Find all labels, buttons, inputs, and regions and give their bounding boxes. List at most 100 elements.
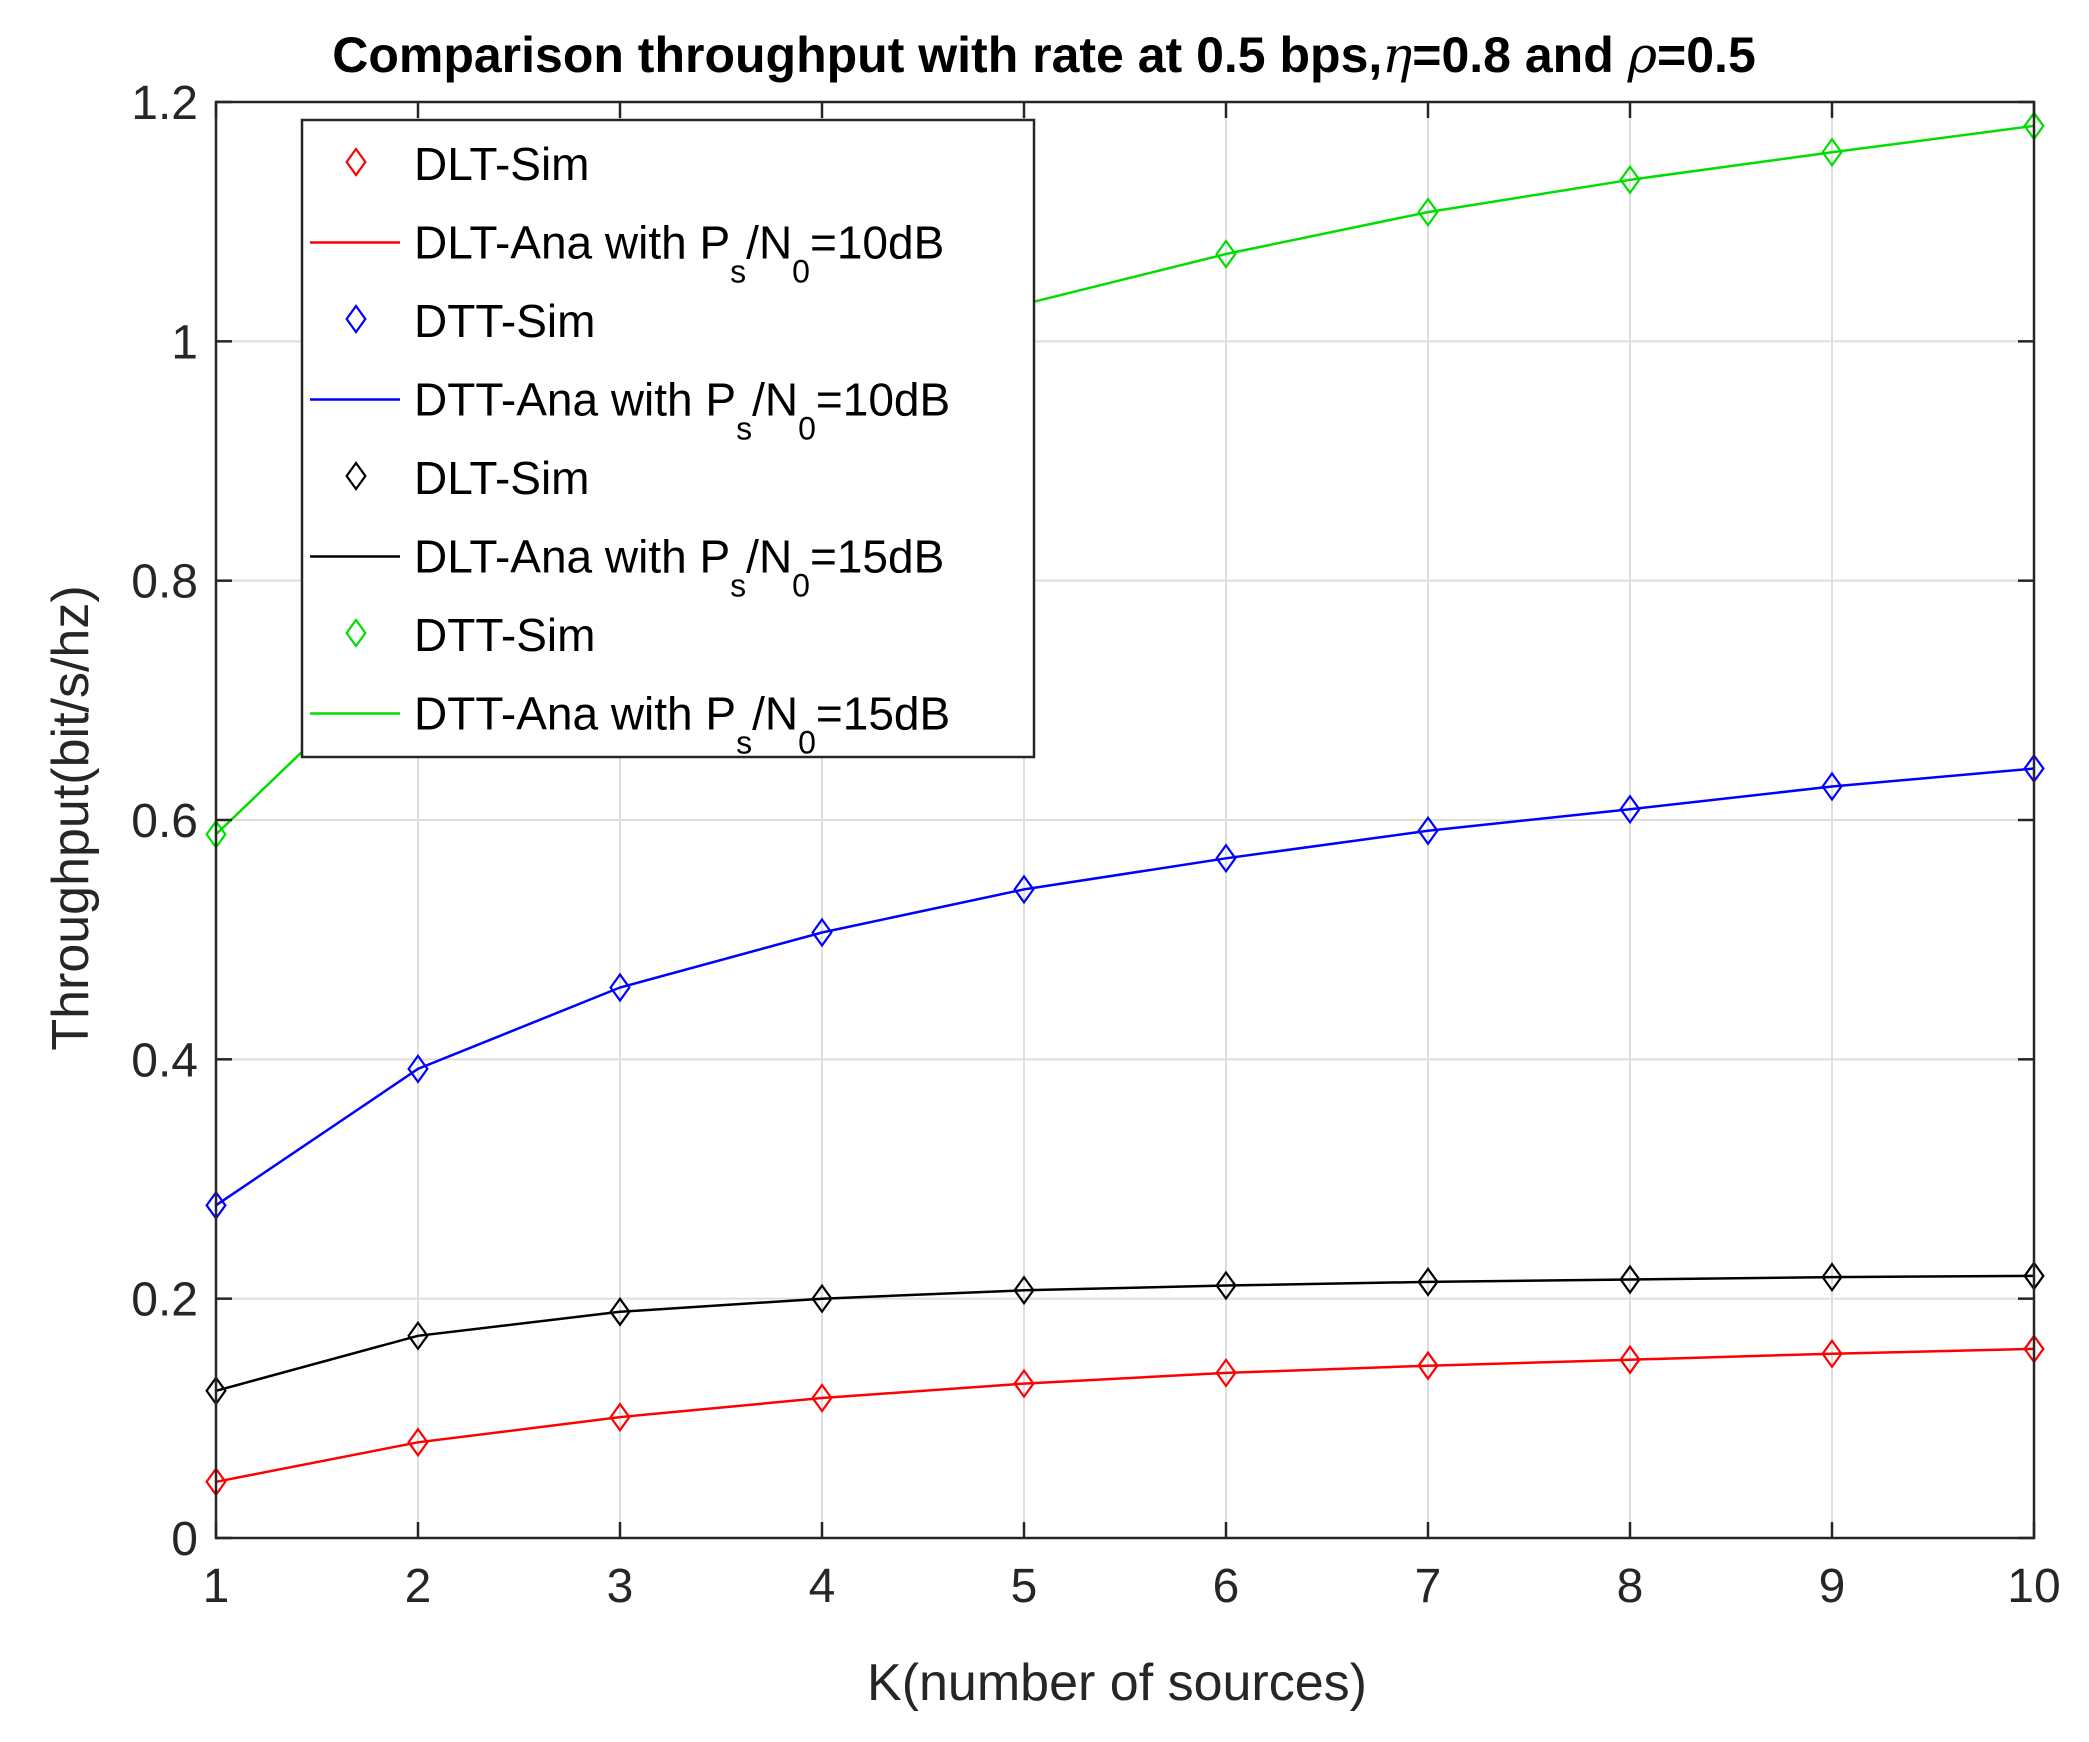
data-point-marker <box>1417 815 1439 846</box>
legend-label-part: =10dB <box>810 217 944 269</box>
data-point-marker <box>1215 843 1237 874</box>
legend-entry: DLT-Sim <box>345 138 590 190</box>
legend-label: DLT-Ana with Ps/N0=15dB <box>414 531 944 604</box>
legend-subscript: 0 <box>798 411 816 447</box>
legend-label: DTT-Ana with Ps/N0=15dB <box>414 688 950 761</box>
x-tick-label: 7 <box>1415 1560 1442 1613</box>
x-tick-label: 9 <box>1819 1560 1846 1613</box>
data-point-marker <box>609 1296 631 1327</box>
axis-ticks: 1 2 3 4 5 6 7 8 9 10 0 0.2 0.4 0.6 0.8 1 1.2 <box>131 77 2060 1613</box>
data-point-marker <box>1417 1350 1439 1381</box>
legend-label-part: DLT-Ana with P <box>414 217 730 269</box>
data-point-marker <box>1013 1368 1035 1399</box>
legend-entry: DLT-Ana with Ps/N0=10dB <box>310 217 944 290</box>
data-point-marker <box>811 917 833 948</box>
legend-label-part: =10dB <box>816 374 950 426</box>
legend-label: DTT-Ana with Ps/N0=10dB <box>414 374 950 447</box>
legend-marker <box>345 147 367 177</box>
legend-entry: DTT-Ana with Ps/N0=10dB <box>310 374 950 447</box>
x-tick-label: 8 <box>1617 1560 1644 1613</box>
legend-label-part: DTT-Ana with P <box>414 688 736 740</box>
plot-series <box>205 111 2045 1497</box>
legend-label: DLT-Sim <box>414 452 590 504</box>
series-dtt-10db <box>205 753 2045 1221</box>
y-tick-label: 0.2 <box>131 1274 198 1327</box>
legend-subscript: s <box>730 254 746 290</box>
data-point-marker <box>407 1427 429 1458</box>
legend-label-part: =15dB <box>810 531 944 583</box>
legend-label-part: /N <box>746 217 792 269</box>
legend-marker <box>345 461 367 491</box>
data-point-marker <box>1821 1262 1843 1293</box>
legend-label-part: DLT-Ana with P <box>414 531 730 583</box>
x-tick-label: 3 <box>607 1560 634 1613</box>
legend-label-part: /N <box>746 531 792 583</box>
chart-title: Comparison throughput with rate at 0.5 b… <box>332 26 1756 84</box>
data-point-marker <box>1619 164 1641 195</box>
series-dlt-10db <box>205 1334 2045 1497</box>
chart-title-eta-text: =0.8 and <box>1412 27 1627 83</box>
legend-marker <box>345 618 367 648</box>
data-point-marker <box>609 1402 631 1433</box>
x-tick-label: 10 <box>2007 1560 2060 1613</box>
chart-title-rho: ρ <box>1627 26 1658 84</box>
x-tick-label: 4 <box>809 1560 836 1613</box>
series-dlt-15db <box>205 1261 2045 1406</box>
y-tick-label: 1.2 <box>131 77 198 130</box>
y-tick-label: 1 <box>171 316 198 369</box>
legend-entry: DLT-Ana with Ps/N0=15dB <box>310 531 944 604</box>
data-point-marker <box>1821 1338 1843 1369</box>
series-line <box>215 767 2035 1207</box>
legend-subscript: 0 <box>798 725 816 761</box>
data-point-marker <box>1619 1344 1641 1375</box>
legend-label: DTT-Sim <box>414 295 595 347</box>
legend-entry: DTT-Sim <box>345 295 595 347</box>
data-point-marker <box>1821 771 1843 802</box>
data-point-marker <box>1215 1357 1237 1388</box>
legend-subscript: 0 <box>792 568 810 604</box>
data-point-marker <box>1417 1267 1439 1297</box>
legend-marker <box>345 304 367 334</box>
legend-label: DLT-Sim <box>414 138 590 190</box>
legend-entry: DTT-Sim <box>345 609 595 661</box>
legend-entry: DTT-Ana with Ps/N0=15dB <box>310 688 950 761</box>
legend-label-part: =15dB <box>816 688 950 740</box>
legend-label-part: DTT-Ana with P <box>414 374 736 426</box>
legend-box <box>300 118 1036 759</box>
data-point-marker <box>1215 1270 1237 1301</box>
data-point-marker <box>811 1283 833 1314</box>
legend-label-part: /N <box>752 374 798 426</box>
legend-label-part: /N <box>752 688 798 740</box>
legend-subscript: s <box>736 411 752 447</box>
y-axis-label: Throughput(bit/s/hz) <box>42 585 100 1050</box>
chart-title-prefix: Comparison throughput with rate at 0.5 b… <box>332 27 1382 83</box>
y-tick-label: 0.8 <box>131 556 198 609</box>
data-point-marker <box>1619 1264 1641 1295</box>
data-point-marker <box>1013 874 1035 905</box>
y-tick-label: 0.6 <box>131 795 198 848</box>
legend-label: DTT-Sim <box>414 609 595 661</box>
series-line <box>215 1274 2035 1393</box>
chart-title-rho-text: =0.5 <box>1657 27 1756 83</box>
data-point-marker <box>1821 137 1843 168</box>
legend-subscript: 0 <box>792 254 810 290</box>
data-point-marker <box>609 972 631 1003</box>
y-tick-label: 0.4 <box>131 1034 198 1087</box>
chart-title-eta: η <box>1382 26 1412 84</box>
data-point-marker <box>1215 239 1237 269</box>
x-tick-label: 2 <box>405 1560 432 1613</box>
data-point-marker <box>1013 1275 1035 1306</box>
legend-entry: DLT-Sim <box>345 452 590 504</box>
x-tick-label: 1 <box>203 1560 230 1613</box>
x-tick-label: 6 <box>1213 1560 1240 1613</box>
data-point-marker <box>407 1054 429 1084</box>
data-point-marker <box>407 1320 429 1351</box>
y-tick-label: 0 <box>171 1513 198 1566</box>
data-point-marker <box>1619 794 1641 825</box>
x-tick-label: 5 <box>1011 1560 1038 1613</box>
x-axis-label: K(number of sources) <box>867 1654 1367 1712</box>
legend-label: DLT-Ana with Ps/N0=10dB <box>414 217 944 290</box>
data-point-marker <box>1417 197 1439 227</box>
legend-subscript: s <box>736 725 752 761</box>
